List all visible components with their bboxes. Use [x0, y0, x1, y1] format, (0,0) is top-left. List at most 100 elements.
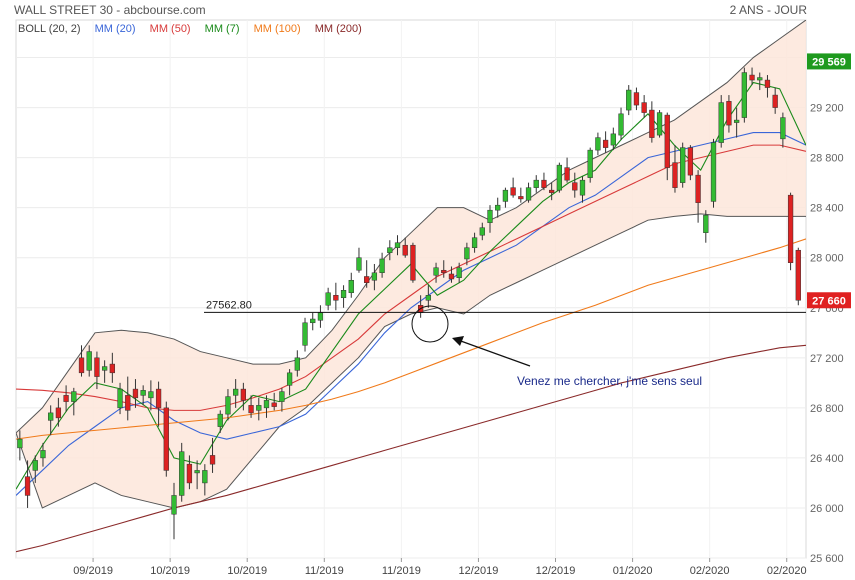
candle-body: [256, 405, 262, 411]
candle: [456, 262, 462, 283]
candle: [510, 177, 516, 198]
candle-body: [171, 495, 177, 515]
candle-body: [780, 117, 786, 140]
candle-body: [310, 318, 316, 324]
candle-body: [726, 101, 732, 126]
candle: [464, 242, 470, 266]
candle: [294, 350, 300, 377]
legend-mm200: MM (200): [314, 23, 362, 35]
candle: [256, 397, 262, 421]
candle-body: [286, 372, 293, 386]
candle: [664, 112, 670, 181]
legend-mm50: MM (50): [149, 23, 191, 35]
chart-header: WALL STREET 30 - abcbourse.com 2 ANS - J…: [0, 0, 855, 18]
candle-body: [364, 276, 370, 283]
y-tick-label: 28 000: [810, 253, 844, 265]
x-axis: 09/2019 10/2019 10/2019 11/2019 11/2019 12/20…: [73, 558, 807, 577]
candle-body: [340, 290, 347, 299]
x-tick-label: 11/2019: [305, 565, 344, 577]
candle: [687, 145, 694, 181]
candle-body: [618, 113, 624, 136]
legend-boll: BOLL (20, 2): [18, 23, 81, 35]
candle-body: [356, 257, 362, 271]
candles: [17, 67, 801, 540]
candle: [795, 247, 801, 306]
legend-mm7: MM (7): [204, 23, 240, 35]
price-tag-last-bg: [807, 292, 851, 309]
candle-body: [733, 119, 740, 123]
candle: [24, 460, 31, 508]
x-tick-label: 09/2019: [73, 565, 113, 577]
candle-body: [441, 269, 447, 273]
chart-range: 2 ANS - JOUR: [729, 3, 807, 17]
candle-body: [55, 407, 62, 419]
candle: [733, 107, 740, 138]
candle: [271, 392, 277, 411]
candle-body: [664, 114, 670, 168]
candle: [741, 67, 747, 123]
candle: [525, 182, 532, 203]
candle-body: [179, 451, 185, 496]
candle: [533, 175, 539, 193]
series-line-mm20: [16, 132, 806, 496]
candle: [86, 345, 92, 377]
candle-body: [757, 77, 763, 81]
candle-body: [140, 390, 146, 396]
y-tick-label: 25 600: [810, 553, 844, 565]
candle-body: [749, 74, 755, 81]
candle-body: [163, 407, 169, 471]
candle-body: [456, 267, 462, 278]
candle-body: [248, 405, 254, 414]
candle-body: [225, 396, 231, 415]
candle: [556, 162, 563, 193]
candle: [402, 237, 408, 258]
candle: [726, 95, 732, 133]
candle: [471, 232, 478, 253]
candle-body: [787, 194, 794, 263]
candle: [163, 401, 169, 477]
legend: BOLL (20, 2) MM (20) MM (50) MM (7) MM (…: [18, 23, 373, 35]
candle-body: [533, 179, 539, 188]
candle-body: [649, 109, 655, 138]
candle: [764, 75, 771, 98]
candle: [541, 172, 547, 191]
candle-body: [795, 249, 801, 301]
candle-body: [217, 413, 223, 427]
candle-body: [464, 247, 470, 260]
candle-body: [479, 227, 485, 236]
candle-body: [402, 244, 408, 256]
candle: [240, 382, 247, 411]
series-line-mm100: [16, 238, 806, 440]
candle-body: [202, 470, 208, 484]
candle: [425, 285, 431, 308]
candle-body: [148, 391, 154, 399]
series-line-mm200: [16, 344, 806, 553]
candle-body: [495, 204, 501, 211]
candle-body: [240, 388, 247, 401]
candle: [703, 210, 709, 243]
candle-body: [710, 142, 717, 202]
candle: [55, 397, 62, 427]
candle: [371, 263, 378, 291]
arrow-head: [452, 336, 464, 346]
candle: [302, 317, 308, 352]
candle: [633, 87, 640, 111]
candle: [117, 382, 123, 415]
candle-body: [626, 89, 632, 111]
candle: [179, 442, 185, 502]
candle-body: [109, 363, 115, 374]
candle-body: [325, 292, 331, 306]
candle: [579, 176, 586, 203]
candle-body: [302, 322, 308, 346]
candle-body: [394, 242, 401, 248]
candle: [379, 252, 385, 278]
candle: [63, 385, 69, 412]
candle: [348, 272, 354, 298]
candle-body: [379, 258, 385, 273]
candle-body: [425, 295, 431, 301]
candle-body: [525, 187, 532, 201]
candle: [394, 235, 401, 256]
candle: [502, 187, 509, 208]
candle-body: [741, 72, 747, 118]
